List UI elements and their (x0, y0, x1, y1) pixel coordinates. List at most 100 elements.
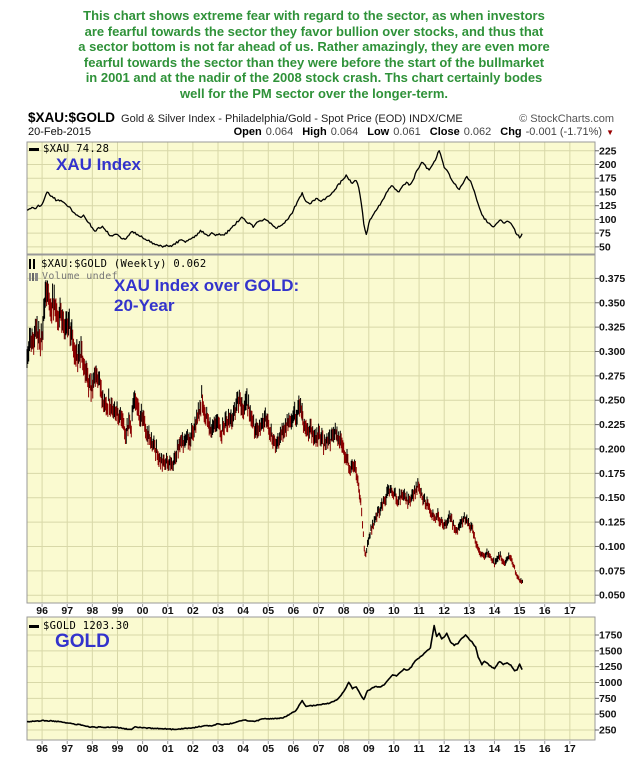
y-tick-label: 750 (599, 693, 617, 705)
ratio-candles-up (26, 280, 523, 584)
y-tick-label: 0.275 (599, 370, 625, 382)
chg-value: -0.001 (-1.71%) (525, 126, 603, 138)
y-tick-label: 250 (599, 724, 617, 736)
x-tick-label: 07 (313, 743, 325, 755)
chart-description: Gold & Silver Index - Philadelphia/Gold … (121, 113, 463, 125)
x-tick-label: 96 (36, 743, 48, 755)
x-tick-label: 98 (87, 605, 99, 617)
x-tick-label: 16 (539, 605, 551, 617)
x-tick-label: 13 (463, 605, 475, 617)
y-tick-label: 0.050 (599, 590, 625, 602)
low-value: 0.061 (393, 126, 421, 138)
xau-panel-label: XAU Index (56, 155, 142, 174)
x-axis-row-1: 96 97 98 99 00 01 02 03 04 05 06 07 08 09 10 11 12 13 14 15… (36, 604, 576, 617)
x-tick-label: 96 (36, 605, 48, 617)
x-tick-label: 03 (212, 605, 224, 617)
y-tick-label: 0.200 (599, 443, 625, 455)
chart-subheader: 20-Feb-2015 Open 0.064 High 0.064 Low 0.… (28, 126, 614, 138)
line-swatch-icon (29, 147, 39, 151)
x-tick-label: 02 (187, 743, 199, 755)
x-tick-label: 10 (388, 743, 400, 755)
x-tick-label: 14 (489, 743, 501, 755)
panel-gold: 1750 1500 1250 1000 750 500 250 (26, 616, 623, 741)
y-tick-label: 1250 (599, 661, 623, 673)
copyright: © StockCharts.com (519, 113, 614, 125)
gold-panel-label: GOLD (55, 631, 110, 652)
x-tick-label: 12 (438, 743, 450, 755)
volume-icon (29, 272, 38, 281)
xau-legend-text: $XAU 74.28 (43, 143, 110, 155)
ratio-legend: $XAU:$GOLD (Weekly) 0.062 (29, 258, 207, 270)
change-down-triangle-icon: ▼ (606, 128, 614, 137)
y-tick-label: 0.300 (599, 346, 625, 358)
ratio-panel-label: XAU Index over GOLD: 20-Year (114, 276, 300, 315)
high-value: 0.064 (330, 126, 359, 138)
close-value: 0.062 (463, 126, 492, 138)
x-tick-label: 09 (363, 743, 375, 755)
x-tick-label: 08 (338, 605, 350, 617)
x-tick-label: 97 (61, 743, 73, 755)
volume-legend: Volume undef (29, 271, 118, 282)
x-tick-label: 01 (162, 605, 174, 617)
low-label: Low (367, 126, 390, 138)
xau-series-line (26, 150, 523, 248)
y-tick-label: 500 (599, 709, 617, 721)
chg-label: Chg (500, 126, 522, 138)
line-swatch-icon (29, 624, 39, 628)
y-tick-label: 0.250 (599, 395, 625, 407)
panel-ratio: 0.375 0.350 0.325 0.300 0.275 0.250 0.225 0.200… (26, 254, 625, 604)
ohlc-readout: Open 0.064 High 0.064 Low 0.061 Close 0.… (225, 126, 614, 138)
x-tick-label: 00 (137, 743, 149, 755)
x-tick-label: 09 (363, 605, 375, 617)
x-tick-label: 04 (237, 743, 249, 755)
chart-header: $XAU:$GOLD Gold & Silver Index - Philade… (28, 110, 614, 125)
x-tick-label: 04 (237, 605, 249, 617)
y-tick-label: 75 (599, 228, 611, 240)
y-tick-label: 100 (599, 214, 617, 226)
y-tick-label: 150 (599, 186, 617, 198)
x-tick-label: 14 (489, 605, 501, 617)
x-tick-label: 10 (388, 605, 400, 617)
y-tick-label: 0.375 (599, 273, 625, 285)
close-label: Close (429, 126, 460, 138)
y-tick-label: 0.075 (599, 565, 625, 577)
ratio-legend-text: $XAU:$GOLD (Weekly) 0.062 (41, 258, 207, 270)
x-tick-label: 15 (514, 605, 526, 617)
x-tick-label: 16 (539, 743, 551, 755)
x-tick-label: 12 (438, 605, 450, 617)
gold-legend: $GOLD 1203.30 (29, 620, 129, 632)
y-tick-label: 0.350 (599, 297, 625, 309)
y-tick-label: 175 (599, 173, 617, 185)
x-tick-label: 15 (514, 743, 526, 755)
y-tick-label: 1000 (599, 677, 623, 689)
y-tick-label: 0.175 (599, 468, 625, 480)
open-value: 0.064 (265, 126, 294, 138)
open-label: Open (233, 126, 262, 138)
y-tick-label: 225 (599, 145, 617, 157)
x-tick-label: 11 (414, 605, 425, 617)
y-tick-label: 1750 (599, 629, 623, 641)
x-tick-label: 17 (564, 605, 576, 617)
x-tick-label: 97 (61, 605, 73, 617)
gold-legend-text: $GOLD 1203.30 (43, 620, 130, 632)
xau-legend: $XAU 74.28 (29, 143, 109, 155)
annotation-text: This chart shows extreme fear with regar… (78, 8, 550, 101)
y-tick-label: 1500 (599, 645, 623, 657)
x-tick-label: 05 (262, 605, 274, 617)
chart-date: 20-Feb-2015 (28, 126, 91, 138)
gold-series-line (26, 624, 523, 731)
x-tick-label: 05 (262, 743, 274, 755)
y-tick-label: 0.150 (599, 492, 625, 504)
y-tick-label: 0.100 (599, 541, 625, 553)
candlestick-icon (29, 259, 37, 269)
y-tick-label: 50 (599, 241, 611, 253)
x-tick-label: 06 (288, 605, 300, 617)
x-tick-label: 01 (162, 743, 174, 755)
x-tick-label: 07 (313, 605, 325, 617)
volume-legend-text: Volume undef (42, 271, 118, 282)
x-tick-label: 99 (112, 605, 124, 617)
x-axis-row-2: 96 97 98 99 00 01 02 03 04 05 06 07 08 09 10 11 12 13 14 15… (36, 741, 576, 755)
ratio-candles-down (30, 282, 523, 584)
